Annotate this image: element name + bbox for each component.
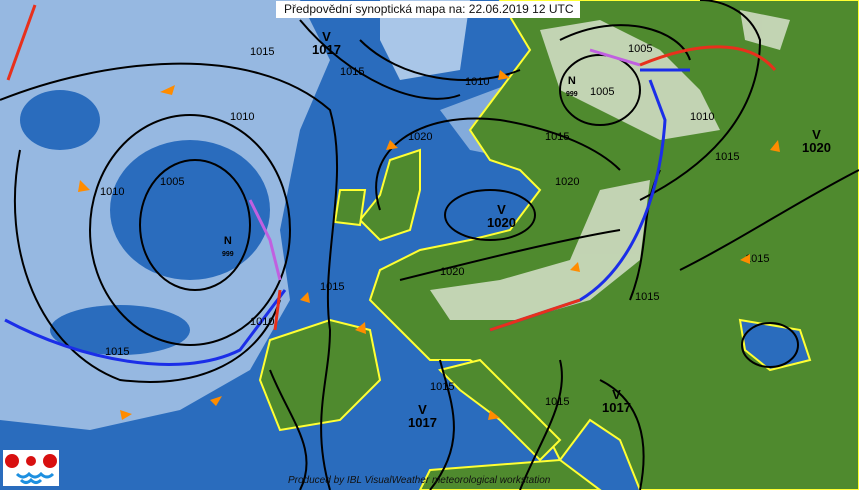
occluded-front-europe	[589, 48, 641, 67]
isobar-label: 1015	[545, 396, 569, 408]
pressure-value: 1017	[408, 415, 437, 430]
pressure-type: V	[812, 127, 821, 142]
chmi-logo	[3, 450, 59, 486]
pressure-center-high: V 1017	[312, 30, 341, 56]
pressure-value: 1020	[802, 140, 831, 155]
isobar-label: 1010	[465, 76, 489, 88]
isobar-label: 1015	[340, 66, 364, 78]
pressure-value: 1020	[487, 215, 516, 230]
credit-text: Produced by IBL VisualWeather meteorolog…	[288, 475, 551, 486]
isobar-label: 1020	[440, 266, 464, 278]
logo-icon	[5, 454, 57, 484]
warm-segment-europe	[489, 298, 581, 332]
pressure-value: 1017	[602, 400, 631, 415]
cloud-over-land	[430, 10, 790, 320]
warm-front-atlantic	[273, 289, 282, 331]
pressure-type: V	[322, 29, 331, 44]
pressure-type: N	[567, 75, 576, 87]
isobar-label: 1015	[250, 46, 274, 58]
occluded-front-atlantic	[248, 199, 282, 281]
cold-front-atlantic	[4, 289, 287, 366]
isobar-label: 1005	[628, 43, 652, 55]
pressure-center-high: V 1017	[602, 388, 631, 414]
pressure-center-low: N 999	[222, 235, 234, 261]
isobar-label: 1005	[160, 176, 184, 188]
isobar-label: 1010	[250, 316, 274, 328]
pressure-type: V	[418, 402, 427, 417]
pressure-type: V	[497, 202, 506, 217]
isobar-label: 1015	[745, 253, 769, 265]
isobar-label: 1010	[100, 186, 124, 198]
pressure-center-low: N 999	[566, 75, 578, 101]
pressure-type: N	[223, 235, 232, 247]
isobar-label: 1010	[690, 111, 714, 123]
isobar-label: 1020	[555, 176, 579, 188]
pressure-value: 1017	[312, 42, 341, 57]
warm-front-northwest	[6, 4, 37, 81]
wind-arrows	[78, 70, 780, 420]
cold-front-europe	[489, 79, 667, 332]
isobar-label: 1010	[230, 111, 254, 123]
map-title: Předpovědní synoptická mapa na: 22.06.20…	[276, 1, 580, 18]
pressure-center-high: V 1020	[802, 128, 831, 154]
warm-front-russia	[639, 45, 777, 71]
pressure-center-high: V 1020	[487, 203, 516, 229]
isobar-label: 1020	[408, 131, 432, 143]
isobar-label: 1015	[545, 131, 569, 143]
isobar-label: 1015	[430, 381, 454, 393]
isobar-label: 1015	[635, 291, 659, 303]
isobar-label: 1005	[590, 86, 614, 98]
isobar-label-group: 1015 1010 1005 1010 1015 1010 1015 1015 …	[100, 43, 769, 408]
isobar-label: 1015	[715, 151, 739, 163]
pressure-value: 999	[566, 91, 578, 98]
pressure-center-high: V 1017	[408, 403, 437, 429]
isobar-label: 1015	[105, 346, 129, 358]
isobar-label: 1015	[320, 281, 344, 293]
pressure-value: 999	[222, 251, 234, 258]
pressure-type: V	[612, 387, 621, 402]
